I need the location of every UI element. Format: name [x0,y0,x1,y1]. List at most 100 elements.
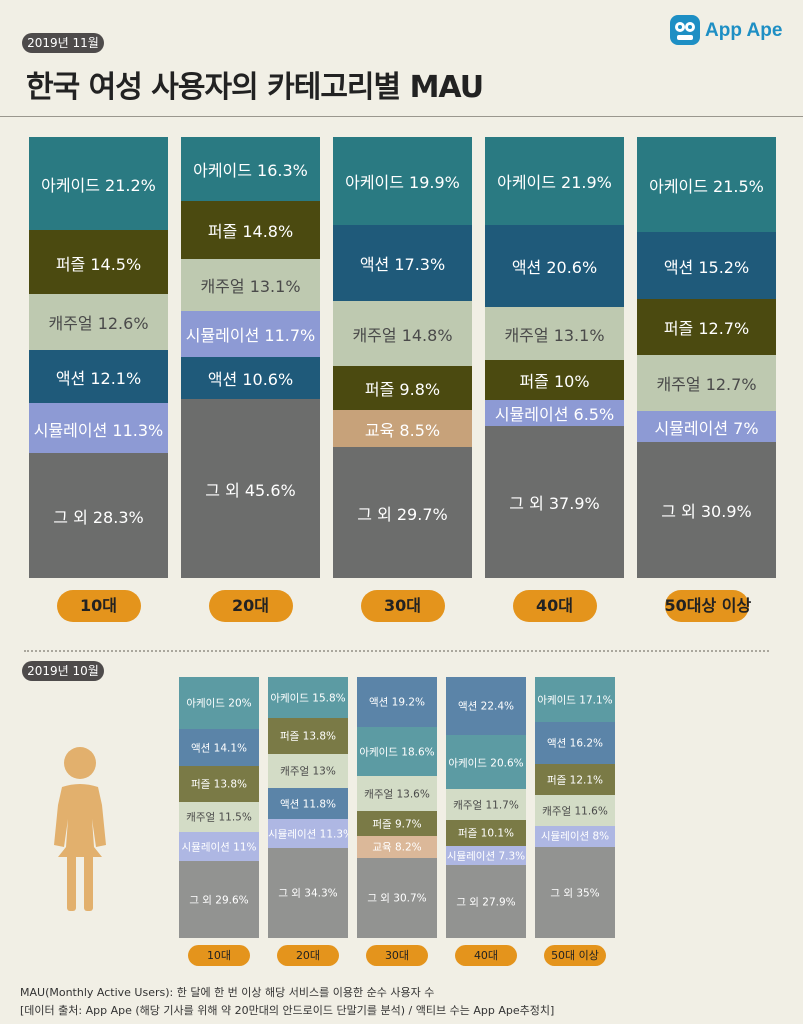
segment-label: 캐주얼 11.6% [542,805,608,818]
bar-segment: 액션 10.6% [181,356,320,400]
bar-segment: 아케이드 20% [179,677,259,730]
segment-label: 캐주얼 12.7% [656,375,757,395]
bar-segment: 그 외 37.9% [485,426,624,579]
segment-label: 그 외 34.3% [278,887,338,900]
segment-label: 퍼즐 13.8% [279,730,336,743]
bar-segment: 액션 11.8% [268,788,348,820]
bar-segment: 시뮬레이션 7.3% [446,846,526,866]
bar-segment: 그 외 45.6% [181,398,320,579]
bar-segment: 그 외 35% [535,846,615,939]
bar-segment: 시뮬레이션 7% [637,410,776,443]
page-title: 한국 여성 사용자의 카테고리별 MAU [26,70,484,105]
bar-segment: 그 외 30.9% [637,441,776,579]
age-group-badge: 50대상 이상 [664,590,751,622]
segment-label: 퍼즐 14.8% [207,222,294,242]
header-divider [0,116,803,117]
age-group-badge: 50대 이상 [544,945,606,966]
segment-label: 시뮬레이션 11.3% [268,828,348,841]
segment-label: 액션 12.1% [55,368,142,388]
segment-label: 그 외 27.9% [456,896,516,909]
date-pill-october: 2019년 10월 [22,661,104,681]
segment-label: 퍼즐 13.8% [190,778,247,791]
segment-label: 시뮬레이션 11.3% [33,420,164,440]
bar-segment: 시뮬레이션 11.3% [29,403,168,454]
bar-segment: 캐주얼 14.8% [333,301,472,367]
bar-segment: 캐주얼 13.1% [181,259,320,312]
bar-segment: 액션 22.4% [446,677,526,736]
bar-segment: 퍼즐 14.5% [29,230,168,295]
ape-face-icon [670,15,700,45]
bar-segment: 퍼즐 12.1% [535,763,615,796]
segment-label: 그 외 30.7% [367,892,427,905]
segment-label: 아케이드 19.9% [345,173,460,193]
segment-label: 그 외 29.6% [189,894,249,907]
bar-segment: 시뮬레이션 11% [179,832,259,862]
bar-segment: 퍼즐 9.8% [333,366,472,411]
bar-segment: 퍼즐 13.8% [268,718,348,755]
bar-segment: 그 외 34.3% [268,848,348,939]
bar-segment: 퍼즐 14.8% [181,201,320,260]
segment-label: 그 외 28.3% [53,507,144,527]
segment-label: 캐주얼 14.8% [352,325,453,345]
logo-text: App Ape [705,20,783,41]
bar-segment: 교육 8.5% [333,409,472,448]
segment-label: 시뮬레이션 8% [540,830,610,843]
segment-label: 아케이드 20% [186,697,252,710]
segment-label: 그 외 29.7% [357,504,448,524]
segment-label: 캐주얼 11.5% [186,811,252,824]
age-group-badge: 10대 [188,945,250,966]
segment-label: 캐주얼 13% [280,765,336,778]
app-ape-logo: App Ape [669,14,799,50]
bar-segment: 액션 14.1% [179,729,259,767]
bar-segment: 그 외 29.7% [333,447,472,579]
woman-figure-icon [54,747,106,911]
bar-segment: 퍼즐 9.7% [357,811,437,837]
segment-label: 캐주얼 11.7% [453,799,519,812]
segment-label: 시뮬레이션 7.3% [446,850,526,863]
bar-segment: 캐주얼 11.7% [446,789,526,821]
bar-segment: 액션 12.1% [29,350,168,404]
segment-label: 아케이드 16.3% [193,161,308,181]
segment-label: 시뮬레이션 11% [181,841,257,854]
segment-label: 액션 10.6% [207,370,294,389]
segment-label: 아케이드 21.2% [41,175,156,195]
segment-label: 퍼즐 9.7% [372,818,422,831]
segment-label: 시뮬레이션 11.7% [185,326,316,346]
bar-segment: 시뮬레이션 8% [535,825,615,848]
age-group-badge: 30대 [360,590,445,622]
segment-label: 퍼즐 10.1% [457,827,514,840]
age-group-badge: 40대 [512,590,597,622]
bar-segment: 캐주얼 13.6% [357,775,437,812]
segment-label: 퍼즐 14.5% [55,254,142,274]
segment-label: 그 외 37.9% [509,494,600,514]
segment-label: 퍼즐 12.1% [546,774,603,787]
bar-segment: 퍼즐 12.7% [637,298,776,356]
segment-label: 그 외 30.9% [661,502,752,522]
bar-segment: 액션 19.2% [357,677,437,728]
date-pill-november: 2019년 11월 [22,33,104,53]
segment-label: 퍼즐 12.7% [663,319,750,339]
segment-label: 아케이드 21.5% [649,176,764,196]
bar-segment: 캐주얼 11.6% [535,795,615,827]
bar-segment: 교육 8.2% [357,836,437,859]
bar-segment: 시뮬레이션 11.3% [268,818,348,849]
bar-segment: 캐주얼 12.7% [637,354,776,412]
segment-label: 그 외 45.6% [205,480,296,500]
bar-segment: 캐주얼 12.6% [29,294,168,351]
segment-label: 아케이드 17.1% [537,694,613,707]
segment-label: 시뮬레이션 7% [654,418,759,438]
bar-segment: 시뮬레이션 11.7% [181,310,320,358]
segment-label: 액션 20.6% [511,258,598,278]
segment-label: 아케이드 15.8% [270,692,346,705]
age-group-badge: 30대 [366,945,428,966]
age-group-badge: 20대 [277,945,339,966]
bar-segment: 그 외 27.9% [446,865,526,939]
segment-label: 캐주얼 13.6% [364,788,430,801]
segment-label: 액션 14.1% [190,742,247,755]
segment-label: 아케이드 20.6% [448,757,524,770]
bar-segment: 퍼즐 10.1% [446,819,526,847]
bar-segment: 액션 17.3% [333,224,472,302]
bar-segment: 아케이드 18.6% [357,727,437,777]
segment-label: 교육 8.5% [364,420,441,440]
bar-segment: 아케이드 20.6% [446,735,526,790]
